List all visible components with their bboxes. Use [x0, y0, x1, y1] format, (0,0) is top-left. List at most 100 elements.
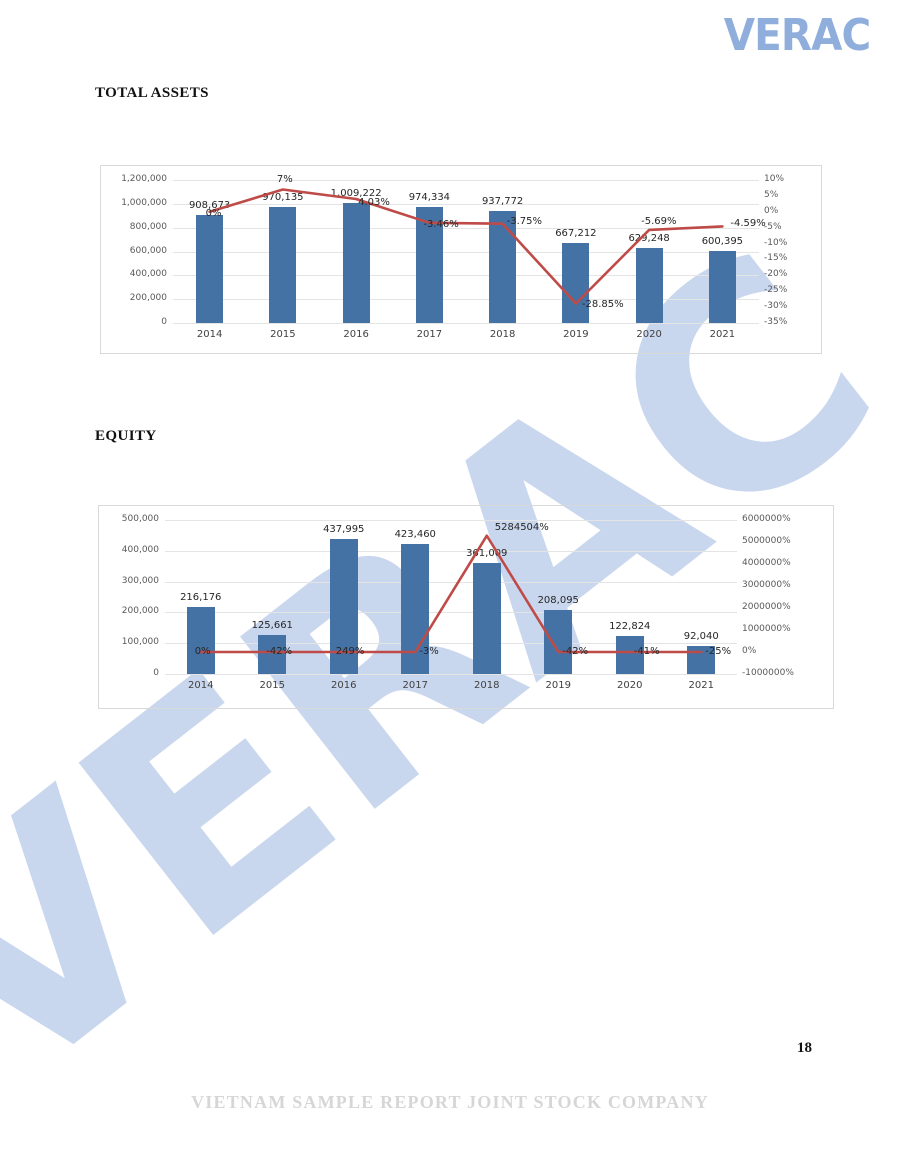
bar — [562, 243, 590, 323]
gridline — [165, 612, 737, 613]
bar — [635, 248, 663, 323]
x-axis-category-label: 2018 — [474, 680, 500, 691]
bar — [615, 636, 644, 674]
y-axis-right-tick: 5% — [764, 189, 779, 200]
y-axis-right-tick: -5% — [764, 221, 782, 232]
y-axis-left-tick: 400,000 — [129, 269, 167, 280]
y-axis-right-tick: 6000000% — [742, 514, 791, 524]
bar — [196, 214, 224, 323]
gridline — [165, 582, 737, 583]
section-heading-total-assets: TOTAL ASSETS — [95, 85, 209, 101]
bar — [258, 635, 287, 674]
y-axis-right-tick: 5000000% — [742, 536, 791, 546]
bar-value-label: 1,009,222 — [330, 187, 382, 199]
bar — [269, 207, 297, 323]
bar — [186, 607, 215, 674]
y-axis-left-tick: 200,000 — [121, 606, 159, 617]
gridline — [173, 204, 759, 205]
bar — [415, 206, 443, 323]
bar-value-label: 216,176 — [180, 592, 222, 604]
bar-value-label: 600,395 — [701, 236, 744, 248]
line-percent-label: -42% — [562, 646, 589, 657]
x-axis-category-label: 2019 — [545, 680, 571, 691]
x-axis-category-label: 2017 — [402, 680, 428, 691]
y-axis-left-tick: 0 — [153, 668, 159, 678]
bar-value-label: 122,824 — [609, 621, 651, 633]
x-axis-category-label: 2016 — [343, 329, 369, 340]
y-axis-right-tick: -10% — [764, 237, 788, 248]
x-axis-category-label: 2014 — [196, 329, 223, 340]
bar — [544, 609, 573, 674]
x-axis-category-label: 2018 — [489, 329, 516, 340]
y-axis-left-tick: 1,000,000 — [121, 197, 167, 208]
x-axis-category-label: 2015 — [259, 680, 285, 691]
bar-value-label: 667,212 — [555, 228, 597, 240]
y-axis-right-tick: -20% — [764, 269, 788, 280]
line-percent-label: -25% — [705, 646, 732, 657]
line-percent-label: 249% — [335, 645, 365, 657]
bar — [708, 251, 736, 323]
y-axis-left-tick: 200,000 — [129, 293, 167, 304]
line-percent-label: 0% — [205, 207, 222, 219]
x-axis-category-label: 2014 — [188, 680, 214, 691]
x-axis-category-label: 2017 — [416, 329, 443, 340]
line-percent-label: -3.75% — [506, 215, 543, 227]
bar-value-label: 208,095 — [537, 594, 579, 606]
line-percent-label: -3% — [419, 646, 439, 657]
line-percent-label: 4.03% — [358, 196, 390, 208]
y-axis-right-tick: 2000000% — [742, 602, 791, 612]
bar-value-label: 908,673 — [188, 199, 231, 211]
bar-value-label: 629,248 — [628, 233, 670, 244]
x-axis-category-label: 2020 — [636, 329, 662, 340]
x-axis-category-label: 2016 — [331, 680, 357, 691]
line-percent-label: -28.85% — [581, 299, 624, 311]
gridline — [173, 180, 759, 181]
footer-company-name: VIETNAM SAMPLE REPORT JOINT STOCK COMPAN… — [191, 1092, 709, 1112]
y-axis-left-tick: 300,000 — [121, 575, 159, 586]
chart-total-assets: 0 200,000 400,000 600,000 800,000 1,000,000 1,… — [100, 165, 822, 354]
y-axis-right-tick: 0% — [764, 205, 779, 216]
y-axis-left-tick: 0 — [161, 317, 167, 327]
line-percent-label: -5.69% — [641, 215, 677, 227]
y-axis-left-tick: 100,000 — [121, 637, 159, 648]
gridline — [173, 275, 759, 276]
line-percent-label: 0% — [194, 646, 211, 657]
line-percent-label: -3.46% — [423, 218, 459, 230]
x-axis-category-label: 2021 — [709, 329, 736, 340]
verac-watermark: VERAC — [0, 186, 900, 1151]
bar-value-label: 937,772 — [481, 196, 524, 208]
y-axis-right-tick: 10% — [764, 174, 785, 184]
bar-value-label: 92,040 — [683, 630, 719, 642]
line-percent-label: -42% — [266, 646, 293, 657]
bar — [489, 211, 517, 323]
line-percent-label: -4.59% — [730, 218, 766, 230]
y-axis-right-tick: -35% — [764, 317, 788, 327]
gridline — [165, 520, 737, 521]
y-axis-right-tick: -30% — [764, 301, 788, 312]
y-axis-left-tick: 1,200,000 — [121, 174, 167, 184]
line-series — [199, 534, 703, 654]
chart-equity: 0 100,000 200,000 300,000 400,000 500,000 -100… — [98, 505, 834, 709]
bar-value-label: 423,460 — [394, 528, 436, 540]
line-percent-label: 5284504% — [494, 521, 549, 533]
page-number: 18 — [797, 1040, 812, 1056]
x-axis-category-label: 2019 — [563, 329, 589, 340]
line-percent-label: 7% — [276, 173, 293, 185]
x-axis-category-label: 2020 — [617, 680, 643, 691]
gridline — [173, 323, 759, 324]
gridline — [173, 299, 759, 300]
y-axis-right-tick: -25% — [764, 285, 788, 296]
y-axis-left-tick: 400,000 — [121, 544, 159, 555]
line-percent-label: -41% — [633, 646, 660, 657]
gridline — [165, 643, 737, 644]
bar-value-label: 361,009 — [466, 547, 508, 559]
y-axis-left-tick: 800,000 — [129, 221, 167, 232]
bar-value-label: 970,135 — [262, 192, 304, 204]
y-axis-right-tick: 4000000% — [742, 558, 791, 568]
line-series — [208, 188, 724, 305]
gridline — [173, 228, 759, 229]
y-axis-right-tick: -1000000% — [742, 668, 794, 678]
gridline — [165, 551, 737, 552]
x-axis-category-label: 2015 — [270, 329, 296, 340]
